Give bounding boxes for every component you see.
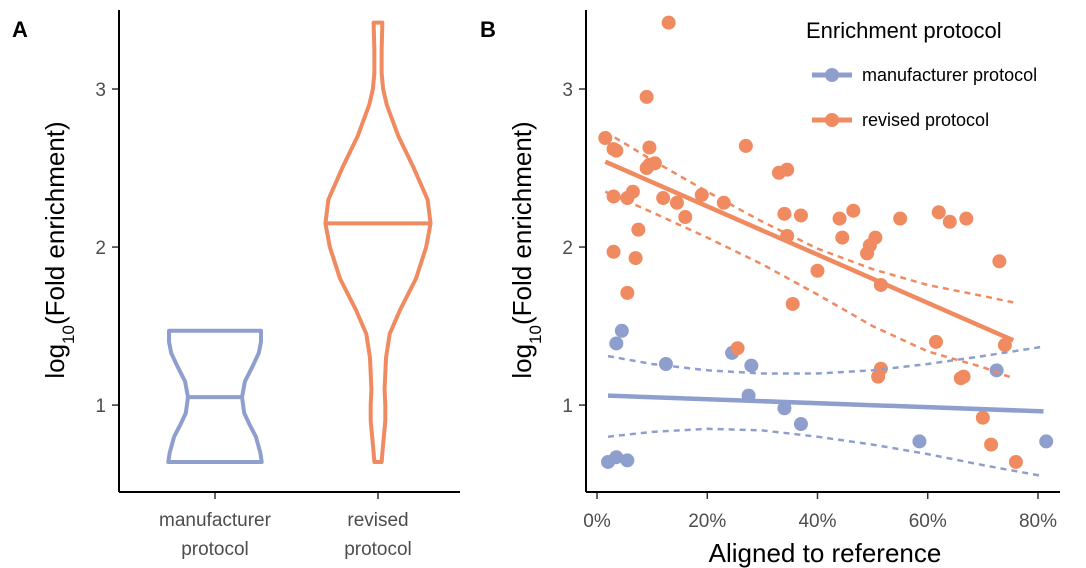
panel-b-y-axis-title: log10(Fold enrichment)	[507, 121, 545, 378]
y-tick-label: 2	[95, 238, 106, 259]
point-revised	[1008, 454, 1023, 469]
point-revised	[868, 230, 883, 245]
panel-a-violins	[166, 20, 433, 464]
point-revised	[810, 263, 825, 278]
legend-title: Enrichment protocol	[806, 18, 1002, 43]
point-revised	[716, 195, 731, 210]
point-revised	[639, 89, 654, 104]
point-revised	[893, 211, 908, 226]
point-revised	[625, 184, 640, 199]
point-revised	[694, 187, 709, 202]
y-tick-label: 3	[95, 80, 106, 101]
point-revised	[928, 334, 943, 349]
panel-b-y-ticks: 1 2 3	[562, 80, 586, 417]
panel-label-a: A	[12, 17, 28, 42]
point-revised	[609, 143, 624, 158]
point-revised	[642, 140, 657, 155]
point-revised	[846, 203, 861, 218]
point-manufacturer	[658, 356, 673, 371]
x-tick-label: manufacturer protocol	[159, 510, 272, 560]
violin-revised	[323, 20, 433, 464]
point-revised	[992, 254, 1007, 269]
legend-label-revised: revised protocol	[862, 110, 989, 130]
y-tick-label: 3	[562, 80, 573, 101]
point-manufacturer	[912, 434, 927, 449]
y-axis-log-subscript: 10	[59, 325, 78, 344]
fit-line-revised	[604, 159, 1015, 343]
point-revised	[832, 211, 847, 226]
panel-a-y-ticks: 1 2 3	[95, 80, 119, 417]
ci-lower-manufacturer	[607, 427, 1044, 478]
point-revised	[942, 214, 957, 229]
point-manufacturer	[620, 453, 635, 468]
point-revised	[738, 138, 753, 153]
y-tick-label: 1	[95, 396, 106, 417]
panel-a: A log10(Fold enrichment) 1 2 3 manufacture…	[12, 10, 460, 560]
y-axis-log-subscript: 10	[526, 325, 545, 344]
legend-swatch-dot-revised	[825, 113, 839, 127]
ci-lower-revised	[604, 190, 1014, 380]
point-manufacturer	[609, 450, 624, 465]
point-revised	[931, 205, 946, 220]
panel-label-b: B	[480, 17, 496, 42]
y-axis-log: log	[507, 344, 537, 379]
ci-upper-revised	[604, 130, 1014, 304]
x-tick-label: 80%	[1019, 511, 1057, 532]
point-manufacturer	[744, 358, 759, 373]
x-tick-label: 40%	[798, 511, 836, 532]
point-revised	[669, 195, 684, 210]
point-manufacturer	[1039, 434, 1054, 449]
point-revised	[620, 285, 635, 300]
point-revised	[678, 210, 693, 225]
panel-b: B log10(Fold enrichment) Aligned to refe…	[480, 10, 1060, 568]
point-revised	[959, 211, 974, 226]
legend-entry-revised: revised protocol	[812, 110, 989, 130]
point-revised	[661, 15, 676, 30]
point-revised	[631, 222, 646, 237]
x-tick-label: 60%	[909, 511, 947, 532]
point-revised	[656, 191, 671, 206]
point-revised	[835, 230, 850, 245]
point-revised	[997, 338, 1012, 353]
y-tick-label: 2	[562, 238, 573, 259]
point-manufacturer	[989, 363, 1004, 378]
panel-b-x-axis-title: Aligned to reference	[709, 538, 942, 568]
legend-entry-manufacturer: manufacturer protocol	[812, 65, 1037, 85]
point-revised	[730, 341, 745, 356]
point-revised	[984, 437, 999, 452]
y-tick-label: 1	[562, 396, 573, 417]
legend: Enrichment protocol manufacturer protoco…	[806, 18, 1037, 130]
point-revised	[628, 251, 643, 266]
point-revised	[956, 369, 971, 384]
legend-swatch-dot-manufacturer	[825, 68, 839, 82]
violin-manufacturer	[166, 328, 264, 464]
point-manufacturer	[793, 417, 808, 432]
point-revised	[606, 244, 621, 259]
x-tick-label: 0%	[583, 511, 611, 532]
x-tick-label: revised protocol	[344, 510, 412, 560]
point-revised	[785, 296, 800, 311]
panel-b-x-ticks: 0% 20% 40% 60% 80%	[583, 492, 1057, 532]
point-revised	[793, 208, 808, 223]
ci-upper-manufacturer	[607, 345, 1044, 375]
point-revised	[873, 361, 888, 376]
fit-line-manufacturer	[607, 393, 1044, 414]
point-manufacturer	[609, 336, 624, 351]
point-manufacturer	[614, 323, 629, 338]
panel-b-points	[598, 15, 1054, 469]
y-axis-rest: (Fold enrichment)	[40, 121, 70, 325]
point-revised	[975, 410, 990, 425]
y-axis-log: log	[40, 344, 70, 379]
panel-a-y-axis-title: log10(Fold enrichment)	[40, 121, 78, 378]
panel-b-fit-lines	[604, 130, 1044, 478]
point-revised	[647, 156, 662, 171]
point-manufacturer	[777, 401, 792, 416]
y-axis-rest: (Fold enrichment)	[507, 121, 537, 325]
x-tick-label: 20%	[688, 511, 726, 532]
point-revised	[777, 206, 792, 221]
point-revised	[780, 162, 795, 177]
panel-a-x-ticks: manufacturer protocol revised protocol	[159, 492, 412, 560]
legend-label-manufacturer: manufacturer protocol	[862, 65, 1037, 85]
